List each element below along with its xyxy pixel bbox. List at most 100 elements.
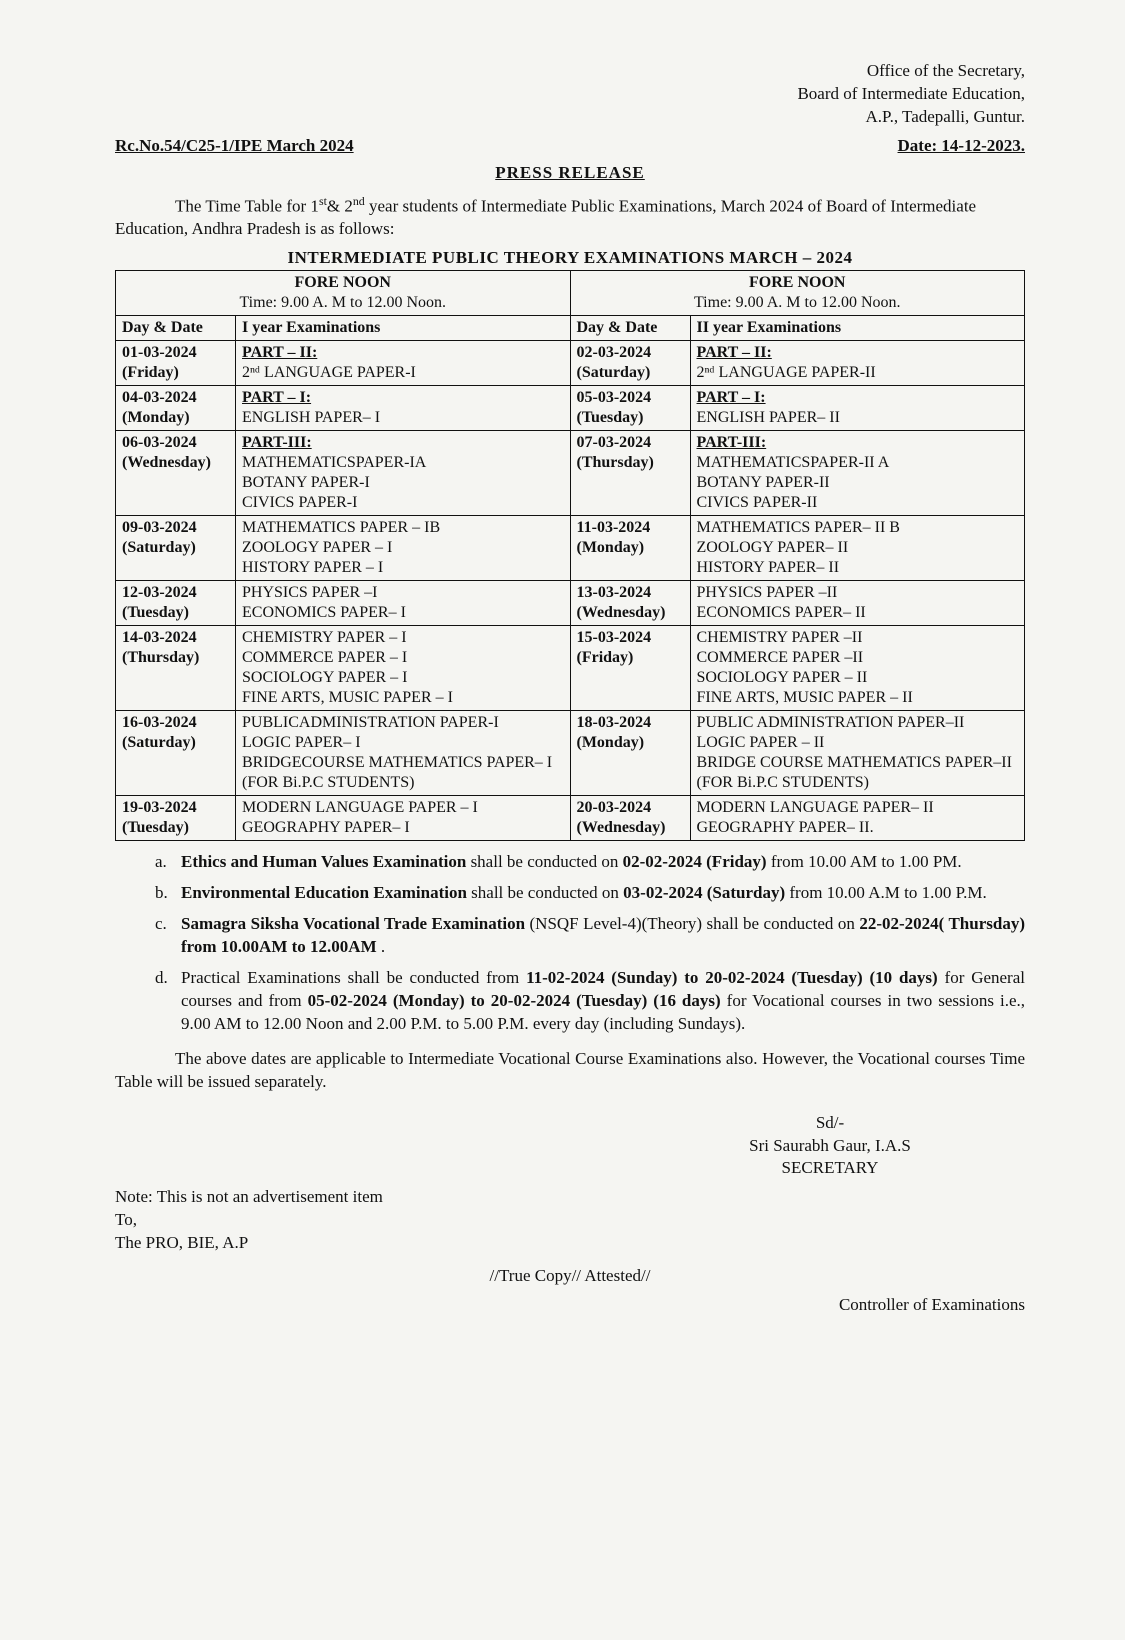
office-line1: Office of the Secretary, (115, 60, 1025, 83)
note-a-rest: from 10.00 AM to 1.00 PM. (767, 852, 962, 871)
table-cell: PUBLIC ADMINISTRATION PAPER–IILOGIC PAPE… (690, 711, 1025, 796)
col-daydate-1: Day & Date (116, 316, 236, 341)
footer-note: Note: This is not an advertisement item … (115, 1186, 1025, 1255)
table-cell: 05-03-2024(Tuesday) (570, 386, 690, 431)
table-cell: 20-03-2024(Wednesday) (570, 796, 690, 841)
table-cell: 14-03-2024(Thursday) (116, 626, 236, 711)
table-col-row: Day & Date I year Examinations Day & Dat… (116, 316, 1025, 341)
table-cell: PUBLICADMINISTRATION PAPER-ILOGIC PAPER–… (236, 711, 571, 796)
press-release-title: PRESS RELEASE (115, 162, 1025, 185)
sig-sd: Sd/- (635, 1112, 1025, 1135)
right-head: FORE NOON (577, 273, 1019, 293)
note-b-marker: b. (155, 882, 168, 905)
reference-number: Rc.No.54/C25-1/IPE March 2024 (115, 135, 354, 158)
note-b-bold: Environmental Education Examination (181, 883, 467, 902)
col-y2: II year Examinations (690, 316, 1025, 341)
office-line3: A.P., Tadepalli, Guntur. (115, 106, 1025, 129)
table-cell: 19-03-2024(Tuesday) (116, 796, 236, 841)
note-b: b. Environmental Education Examination s… (155, 882, 1025, 905)
table-row: 12-03-2024(Tuesday)PHYSICS PAPER –IECONO… (116, 581, 1025, 626)
table-cell: PART-III:MATHEMATICSPAPER-IABOTANY PAPER… (236, 431, 571, 516)
table-cell: 15-03-2024(Friday) (570, 626, 690, 711)
table-cell: 06-03-2024(Wednesday) (116, 431, 236, 516)
table-cell: PART-III:MATHEMATICSPAPER-II ABOTANY PAP… (690, 431, 1025, 516)
table-cell: 13-03-2024(Wednesday) (570, 581, 690, 626)
table-cell: 18-03-2024(Monday) (570, 711, 690, 796)
table-row: 16-03-2024(Saturday)PUBLICADMINISTRATION… (116, 711, 1025, 796)
sig-name: Sri Saurabh Gaur, I.A.S (635, 1135, 1025, 1158)
intro-sup2: nd (353, 194, 365, 208)
col-y1: I year Examinations (236, 316, 571, 341)
right-session-head: FORE NOON Time: 9.00 A. M to 12.00 Noon. (570, 271, 1025, 316)
col-daydate-2: Day & Date (570, 316, 690, 341)
note-d: d. Practical Examinations shall be condu… (155, 967, 1025, 1036)
table-row: 09-03-2024(Saturday)MATHEMATICS PAPER – … (116, 516, 1025, 581)
intro-amp: & 2 (327, 196, 353, 215)
table-cell: 09-03-2024(Saturday) (116, 516, 236, 581)
ref-date-row: Rc.No.54/C25-1/IPE March 2024 Date: 14-1… (115, 135, 1025, 158)
table-cell: 07-03-2024(Thursday) (570, 431, 690, 516)
intro-paragraph: The Time Table for 1st& 2nd year student… (115, 193, 1025, 242)
office-address: Office of the Secretary, Board of Interm… (115, 60, 1025, 129)
right-time: Time: 9.00 A. M to 12.00 Noon. (577, 293, 1019, 313)
exam-table-title: INTERMEDIATE PUBLIC THEORY EXAMINATIONS … (115, 247, 1025, 270)
note-c-rest: . (377, 937, 386, 956)
table-cell: PART – II:2ⁿᵈ LANGUAGE PAPER-II (690, 341, 1025, 386)
table-cell: PHYSICS PAPER –IECONOMICS PAPER– I (236, 581, 571, 626)
table-cell: PART – I:ENGLISH PAPER– I (236, 386, 571, 431)
table-cell: PART – I:ENGLISH PAPER– II (690, 386, 1025, 431)
office-line2: Board of Intermediate Education, (115, 83, 1025, 106)
table-cell: 04-03-2024(Monday) (116, 386, 236, 431)
note-b-bold2: 03-02-2024 (Saturday) (623, 883, 785, 902)
table-cell: PHYSICS PAPER –IIECONOMICS PAPER– II (690, 581, 1025, 626)
table-row: 01-03-2024(Friday)PART – II:2ⁿᵈ LANGUAGE… (116, 341, 1025, 386)
note-b-mid: shall be conducted on (467, 883, 623, 902)
note-d-b2: 05-02-2024 (Monday) to 20-02-2024 (Tuesd… (308, 991, 721, 1010)
table-cell: MODERN LANGUAGE PAPER– IIGEOGRAPHY PAPER… (690, 796, 1025, 841)
note-d-marker: d. (155, 967, 168, 990)
date-label: Date: 14-12-2023. (898, 135, 1025, 158)
table-cell: MODERN LANGUAGE PAPER – IGEOGRAPHY PAPER… (236, 796, 571, 841)
table-cell: CHEMISTRY PAPER – ICOMMERCE PAPER – ISOC… (236, 626, 571, 711)
notes-list: a. Ethics and Human Values Examination s… (155, 851, 1025, 1036)
foot1: Note: This is not an advertisement item (115, 1186, 1025, 1209)
timetable: FORE NOON Time: 9.00 A. M to 12.00 Noon.… (115, 270, 1025, 841)
table-cell: MATHEMATICS PAPER – IBZOOLOGY PAPER – IH… (236, 516, 571, 581)
intro-sup1: st (319, 194, 327, 208)
table-cell: 11-03-2024(Monday) (570, 516, 690, 581)
table-row: 14-03-2024(Thursday)CHEMISTRY PAPER – IC… (116, 626, 1025, 711)
note-a-bold2: 02-02-2024 (Friday) (623, 852, 767, 871)
intro-prefix: The Time Table for 1 (175, 196, 319, 215)
table-cell: MATHEMATICS PAPER– II BZOOLOGY PAPER– II… (690, 516, 1025, 581)
note-d-pre: Practical Examinations shall be conducte… (181, 968, 526, 987)
table-head-row: FORE NOON Time: 9.00 A. M to 12.00 Noon.… (116, 271, 1025, 316)
closing-para: The above dates are applicable to Interm… (115, 1048, 1025, 1094)
controller-label: Controller of Examinations (115, 1294, 1025, 1317)
note-a-bold: Ethics and Human Values Examination (181, 852, 466, 871)
signature-block: Sd/- Sri Saurabh Gaur, I.A.S SECRETARY (635, 1112, 1025, 1181)
table-cell: 01-03-2024(Friday) (116, 341, 236, 386)
sig-desig: SECRETARY (635, 1157, 1025, 1180)
note-a-marker: a. (155, 851, 167, 874)
left-head: FORE NOON (122, 273, 564, 293)
table-row: 19-03-2024(Tuesday)MODERN LANGUAGE PAPER… (116, 796, 1025, 841)
table-cell: 12-03-2024(Tuesday) (116, 581, 236, 626)
note-b-rest: from 10.00 A.M to 1.00 P.M. (785, 883, 987, 902)
table-cell: CHEMISTRY PAPER –IICOMMERCE PAPER –IISOC… (690, 626, 1025, 711)
true-copy: //True Copy// Attested// (115, 1265, 1025, 1288)
note-a-mid: shall be conducted on (466, 852, 622, 871)
left-session-head: FORE NOON Time: 9.00 A. M to 12.00 Noon. (116, 271, 571, 316)
note-c: c. Samagra Siksha Vocational Trade Exami… (155, 913, 1025, 959)
table-cell: 02-03-2024(Saturday) (570, 341, 690, 386)
table-cell: 16-03-2024(Saturday) (116, 711, 236, 796)
note-c-marker: c. (155, 913, 167, 936)
note-d-b1: 11-02-2024 (Sunday) to 20-02-2024 (Tuesd… (526, 968, 938, 987)
table-cell: PART – II:2ⁿᵈ LANGUAGE PAPER-I (236, 341, 571, 386)
note-c-mid: (NSQF Level-4)(Theory) shall be conducte… (525, 914, 859, 933)
left-time: Time: 9.00 A. M to 12.00 Noon. (122, 293, 564, 313)
note-c-bold: Samagra Siksha Vocational Trade Examinat… (181, 914, 525, 933)
foot2: To, (115, 1209, 1025, 1232)
note-a: a. Ethics and Human Values Examination s… (155, 851, 1025, 874)
table-row: 04-03-2024(Monday)PART – I:ENGLISH PAPER… (116, 386, 1025, 431)
table-row: 06-03-2024(Wednesday)PART-III:MATHEMATIC… (116, 431, 1025, 516)
